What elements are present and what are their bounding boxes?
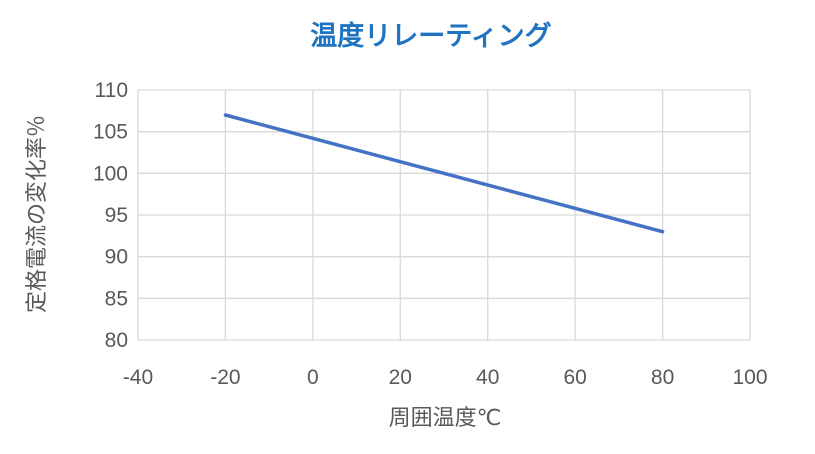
y-tick-label: 90 bbox=[105, 246, 128, 269]
x-tick-label: 0 bbox=[307, 366, 319, 389]
x-axis-title: 周囲温度℃ bbox=[389, 406, 502, 431]
grid-lines bbox=[137, 89, 751, 341]
chart-title: 温度リレーティング bbox=[310, 21, 552, 52]
x-tick-label: 60 bbox=[563, 366, 586, 389]
x-tick-label: -20 bbox=[210, 366, 240, 389]
series-layer bbox=[223, 113, 665, 234]
x-tick-label: 40 bbox=[476, 366, 499, 389]
y-axis-title: 定格電流の変化率％ bbox=[25, 115, 50, 313]
y-tick-label: 80 bbox=[105, 329, 128, 352]
series-line bbox=[223, 113, 665, 234]
x-tick-label: 100 bbox=[732, 366, 767, 389]
y-tick-label: 100 bbox=[93, 162, 128, 185]
y-tick-label: 95 bbox=[105, 204, 128, 227]
y-tick-label: 105 bbox=[93, 121, 128, 144]
y-tick-label: 110 bbox=[95, 79, 128, 102]
x-tick-label: 80 bbox=[651, 366, 674, 389]
tick-labels: 80 85 90 95 100 105 110 -40 -20 0 20 40 60 80 100 bbox=[93, 79, 768, 389]
y-tick-label: 85 bbox=[105, 287, 128, 310]
x-tick-label: 20 bbox=[389, 366, 412, 389]
x-tick-label: -40 bbox=[123, 366, 153, 389]
